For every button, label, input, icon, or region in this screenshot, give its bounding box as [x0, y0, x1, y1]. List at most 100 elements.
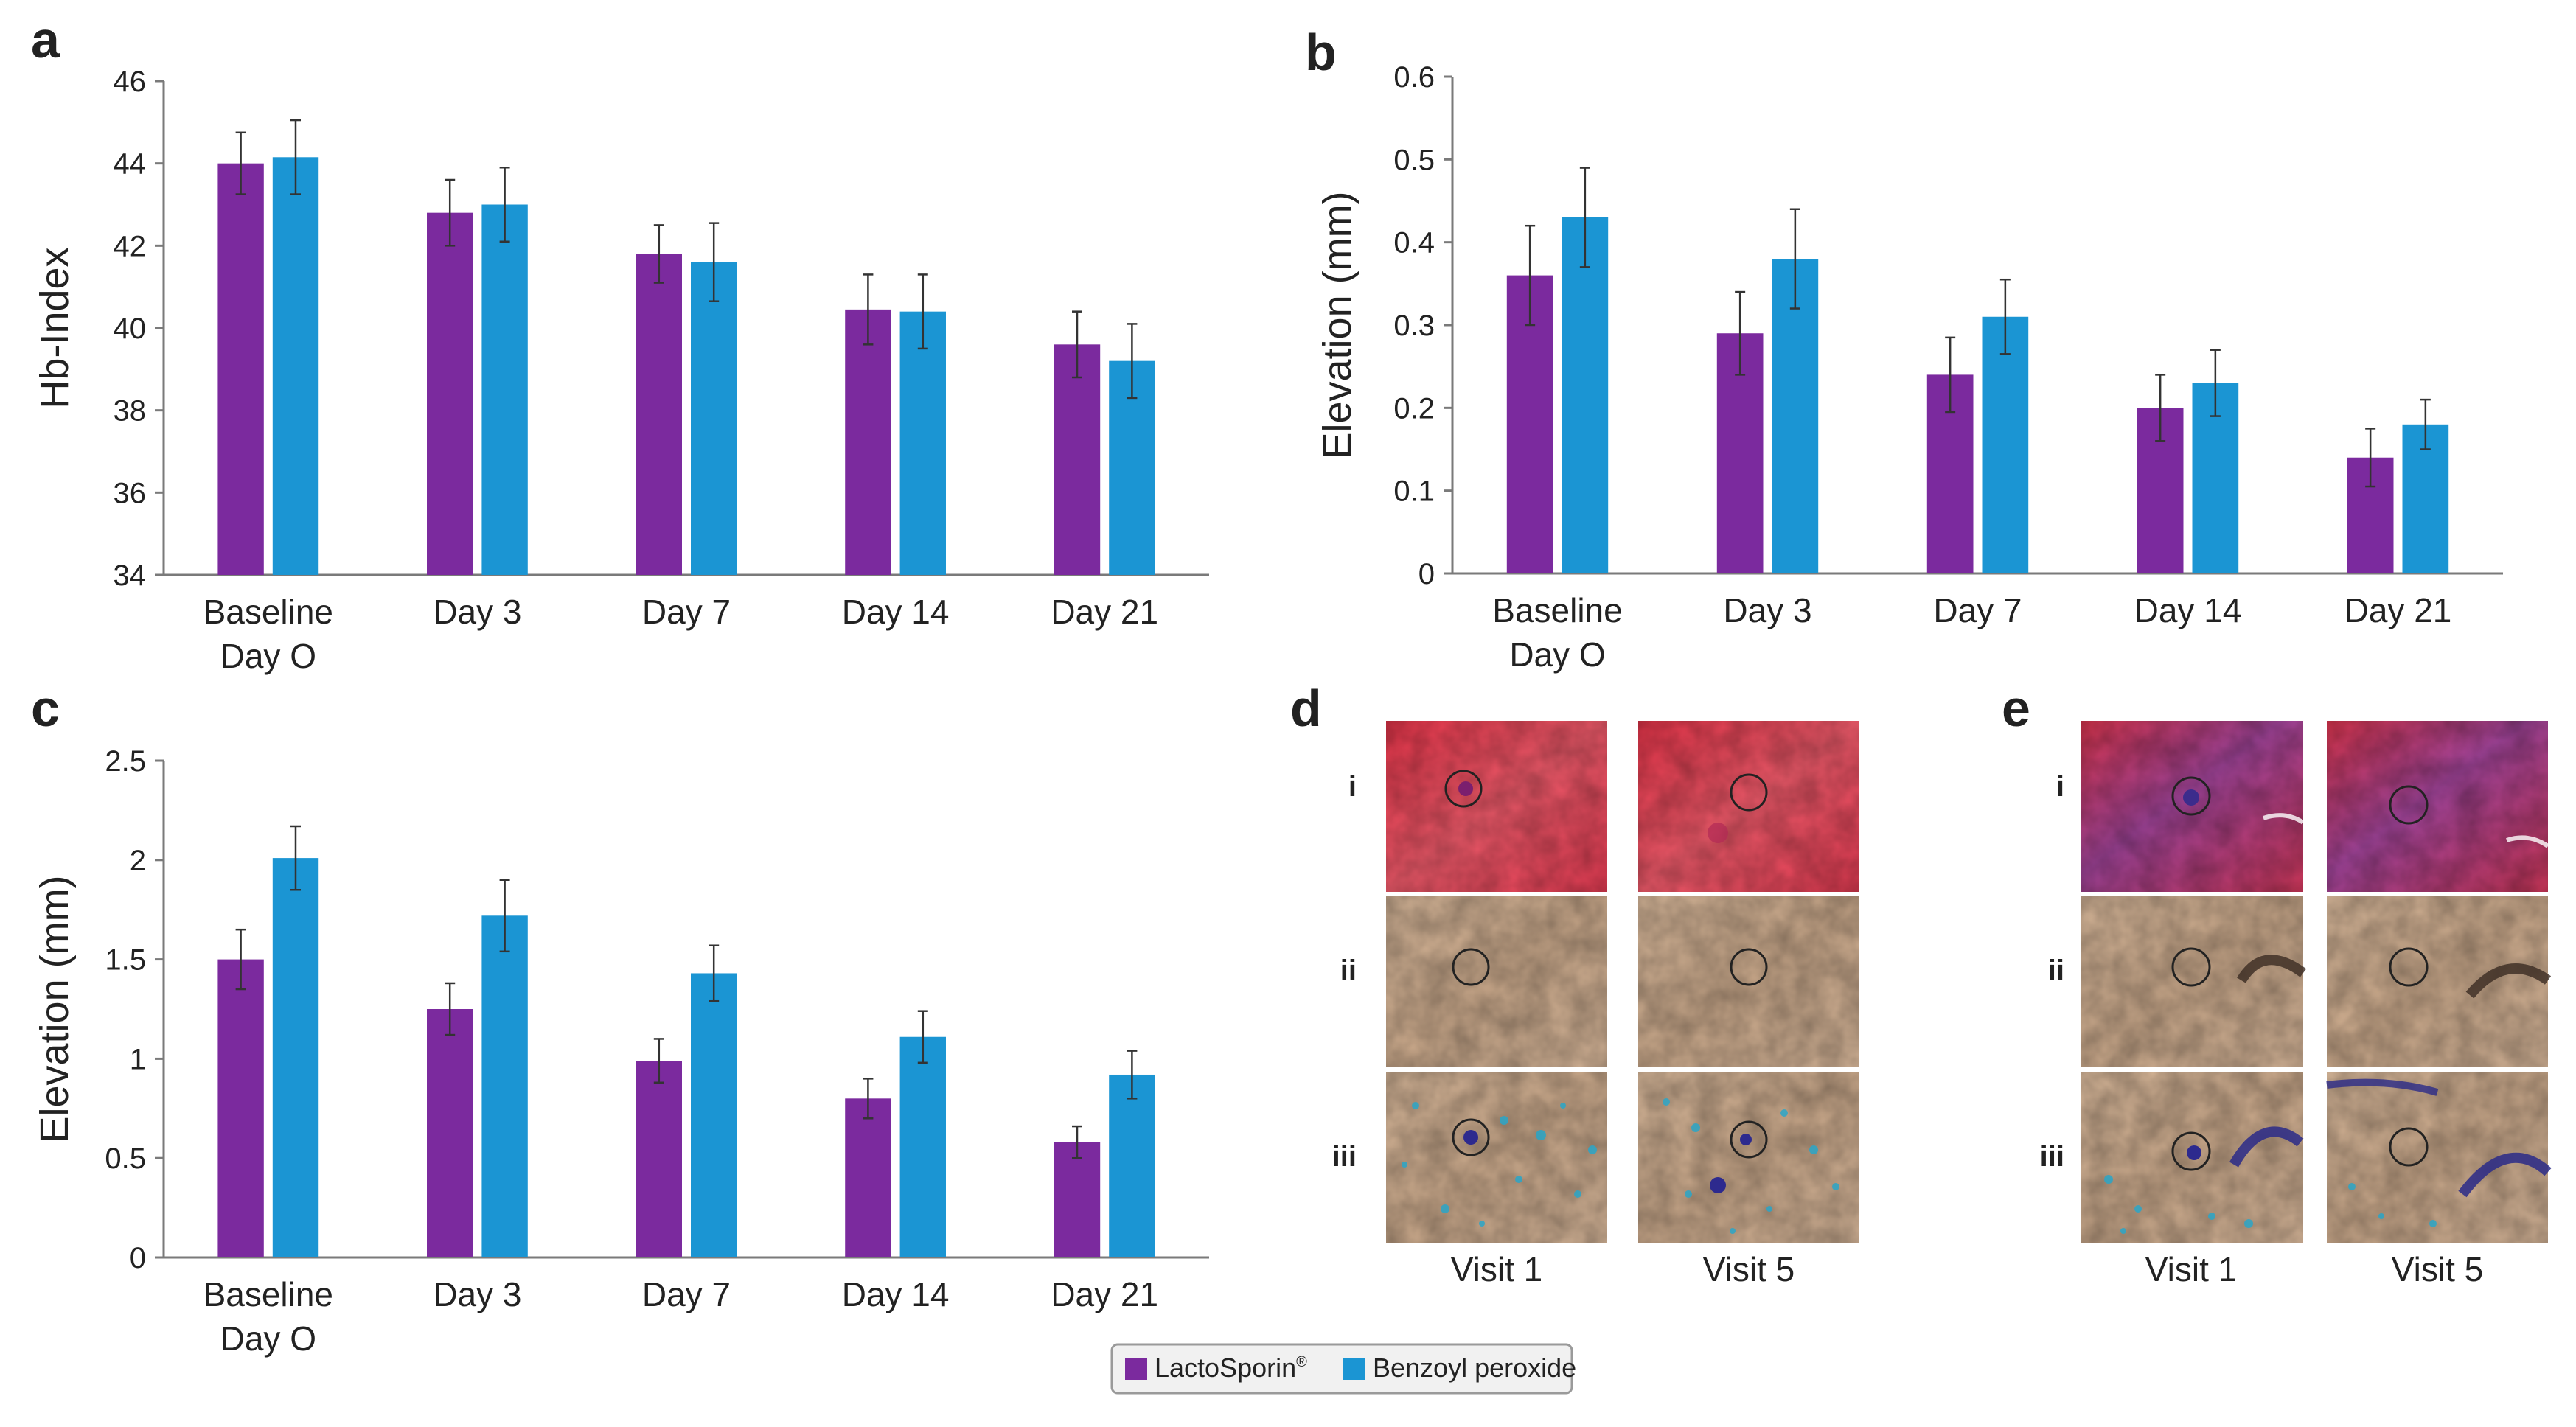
legend-label-lactosporin: LactoSporin®: [1155, 1353, 1307, 1383]
y-tick-label: 38: [114, 395, 147, 428]
bar-benzoyl-peroxide: [481, 915, 528, 1257]
photo-texture: [1638, 896, 1859, 1067]
lesion-circle: [1730, 773, 1768, 812]
ear-shadow: [2465, 963, 2552, 999]
lesion-spot: [1458, 781, 1473, 796]
bar-benzoyl-peroxide: [1772, 259, 1819, 573]
photo-texture: [1386, 896, 1607, 1067]
bar-benzoyl-peroxide: [1562, 217, 1609, 573]
x-tick-label: Day 21: [1051, 593, 1158, 631]
lesion-circle: [2389, 785, 2429, 825]
lesion-circle: [1452, 948, 1490, 986]
row-label-iii: iii: [2040, 1140, 2064, 1173]
y-tick-label: 0: [1418, 558, 1435, 590]
x-tick-label: Day 14: [842, 593, 950, 631]
lesion-spot: [2187, 1145, 2201, 1160]
bar-lactosporin: [636, 1061, 682, 1257]
photo-texture: [1386, 721, 1607, 892]
photo-texture: [2081, 721, 2303, 892]
x-tick-label: Day 3: [1723, 591, 1811, 629]
x-tick-label: Day 7: [1933, 591, 2022, 629]
y-tick-label: 42: [114, 230, 147, 262]
chart-a: 34 36 38 40 42 44 46 Hb-Index Baseline Day O Day 3…: [32, 66, 1209, 675]
y-tick-label: 2: [130, 845, 146, 877]
y-tick-label: 46: [114, 66, 147, 98]
bar-benzoyl-peroxide: [691, 262, 737, 575]
x-tick-label: Day O: [220, 637, 316, 675]
y-tick-label: 2.5: [105, 745, 146, 778]
bar-benzoyl-peroxide: [272, 157, 319, 575]
x-tick-label: Day 21: [2344, 591, 2452, 629]
bar-benzoyl-peroxide: [1109, 1074, 1155, 1257]
bar-lactosporin: [427, 1009, 473, 1257]
y-tick-label: 44: [114, 148, 147, 181]
chart-c: 0 0.5 1 1.5 2 2.5 Elevation (mm) Baseline Day O D…: [32, 745, 1209, 1358]
image-panel-e: i ii iii Visit 1 Visit 5: [2040, 721, 2552, 1288]
ear-outline: [2263, 813, 2305, 825]
porphyrin-spots: [1402, 1102, 1597, 1227]
panel-label-a: a: [31, 11, 60, 69]
lesion-circle: [2171, 947, 2211, 987]
y-tick-label: 0.1: [1393, 475, 1435, 508]
x-tick-label: Day 14: [2134, 591, 2242, 629]
bar-benzoyl-peroxide: [899, 1036, 946, 1257]
legend-registered-mark: ®: [1296, 1354, 1307, 1370]
photo-texture: [2081, 896, 2303, 1067]
panel-label-d: d: [1290, 680, 1322, 737]
legend-box: [1110, 1343, 1573, 1395]
y-tick-label: 0.5: [1393, 144, 1435, 176]
panel-label-e: e: [2002, 680, 2030, 737]
porphyrin-spots: [2104, 1175, 2253, 1234]
row-label-i: i: [2056, 770, 2064, 803]
bar-benzoyl-peroxide: [1982, 316, 2029, 573]
lesion-circle: [1730, 948, 1768, 986]
y-tick-label: 0: [130, 1242, 146, 1274]
panel-label-b: b: [1305, 24, 1337, 81]
bar-lactosporin: [845, 309, 891, 575]
y-tick-label: 1.5: [105, 944, 146, 977]
bar-benzoyl-peroxide: [481, 204, 528, 575]
ear-shadow: [2236, 955, 2307, 983]
y-axis-label: Elevation (mm): [1315, 191, 1360, 458]
legend-label-lactosporin-text: LactoSporin: [1155, 1353, 1296, 1383]
porphyrin-spots: [2348, 1183, 2437, 1227]
column-label-visit1: Visit 1: [1451, 1250, 1542, 1288]
column-label-visit5: Visit 5: [1703, 1250, 1795, 1288]
bar-lactosporin: [636, 254, 682, 575]
lesion-circle: [1452, 1118, 1490, 1156]
legend: LactoSporin® Benzoyl peroxide: [1110, 1343, 1576, 1395]
row-label-iii: iii: [1332, 1140, 1357, 1173]
x-tick-label: Baseline: [1492, 591, 1622, 629]
lesion-circle: [2171, 776, 2211, 816]
x-tick-label: Day 3: [433, 1275, 521, 1313]
bar-benzoyl-peroxide: [691, 973, 737, 1257]
x-tick-label: Day 7: [642, 1275, 731, 1313]
y-tick-label: 34: [114, 559, 147, 592]
lesion-circle: [2389, 947, 2429, 987]
legend-swatch-benzoyl-peroxide: [1343, 1358, 1365, 1380]
y-tick-label: 1: [130, 1043, 146, 1075]
chart-b: 0 0.1 0.2 0.3 0.4 0.5 0.6 Elevation (mm) Baselin…: [1315, 61, 2503, 674]
panel-label-c: c: [31, 680, 60, 737]
photo-texture: [1386, 1072, 1607, 1243]
y-tick-label: 0.5: [105, 1142, 146, 1175]
lesion-circle: [1444, 770, 1483, 808]
x-tick-label: Baseline: [203, 1275, 333, 1313]
bar-lactosporin: [1054, 1142, 1101, 1257]
x-tick-label: Day 14: [842, 1275, 950, 1313]
x-tick-label: Baseline: [203, 593, 333, 631]
y-tick-label: 40: [114, 313, 147, 345]
hairline: [2326, 1078, 2439, 1096]
x-tick-label: Day O: [220, 1319, 316, 1358]
x-tick-label: Day 7: [642, 593, 731, 631]
x-tick-label: Day 21: [1051, 1275, 1158, 1313]
bar-benzoyl-peroxide: [899, 311, 946, 575]
photo-texture: [2327, 721, 2548, 892]
bar-lactosporin: [217, 163, 264, 575]
bar-benzoyl-peroxide: [272, 858, 319, 1257]
bar-lactosporin: [427, 212, 473, 575]
y-axis-label: Hb-Index: [32, 247, 77, 408]
lesion-circle: [2389, 1127, 2429, 1167]
